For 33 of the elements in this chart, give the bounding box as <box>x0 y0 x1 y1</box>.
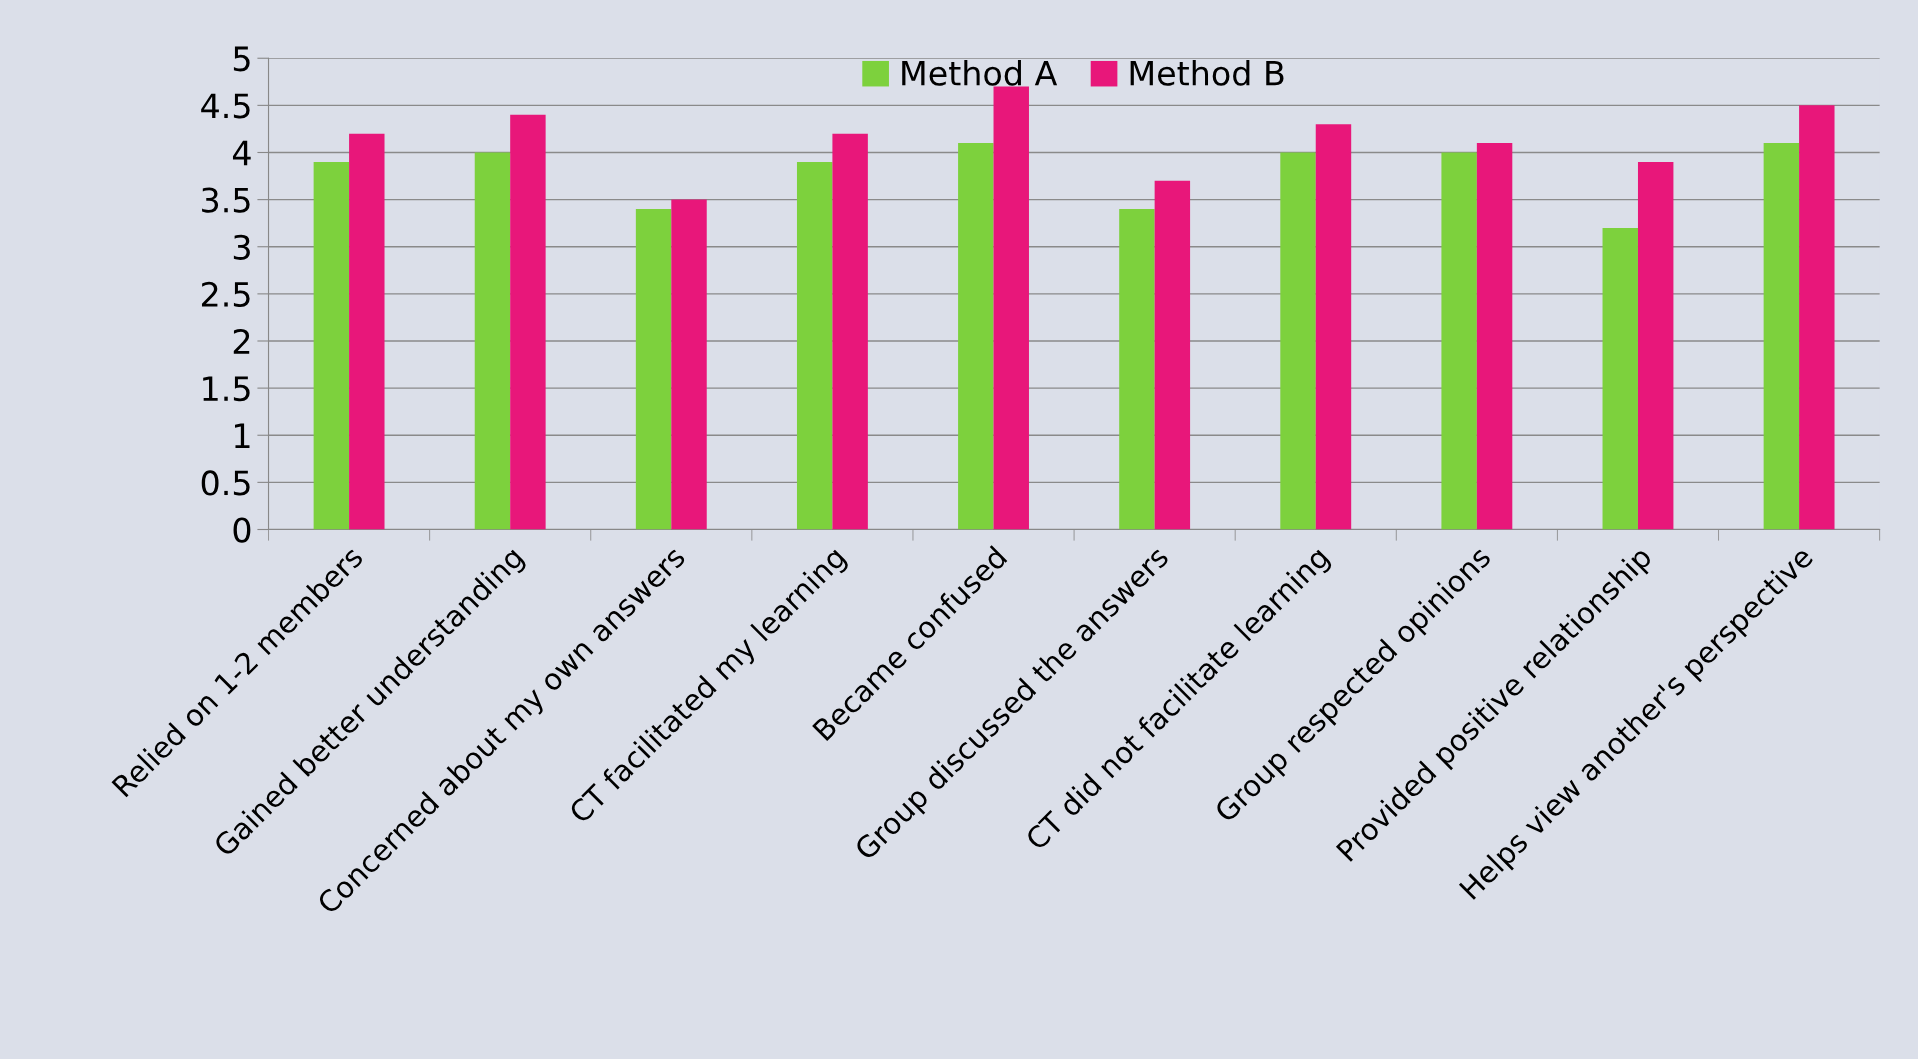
legend-label: Method B <box>1130 59 1284 86</box>
y-tick-label: 4 <box>232 140 251 166</box>
bar <box>671 199 707 530</box>
y-tick-label: 3 <box>233 234 250 260</box>
bar <box>510 114 546 530</box>
y-tick-label: 4.5 <box>201 93 250 119</box>
y-tick-label: 3.5 <box>202 187 250 213</box>
y-tick-label: 1.5 <box>203 376 250 402</box>
bar <box>1763 143 1800 530</box>
bar <box>1315 124 1352 530</box>
y-tick-label: 2.5 <box>201 281 250 308</box>
bar <box>1154 180 1191 530</box>
bar <box>1602 227 1638 530</box>
bar <box>958 143 994 530</box>
y-tick-label: 0.5 <box>201 470 250 496</box>
bar <box>1476 143 1513 530</box>
bar <box>313 161 350 530</box>
y-tick-label: 2 <box>233 328 250 354</box>
bar <box>474 152 511 530</box>
bar <box>832 133 868 530</box>
legend-label: Method A <box>902 59 1058 86</box>
y-tick-label: 1 <box>235 423 250 448</box>
bar <box>993 86 1029 530</box>
y-tick-label: 5 <box>233 46 250 72</box>
bar <box>635 209 672 530</box>
bar <box>1441 152 1477 530</box>
bar <box>1637 161 1674 530</box>
bar <box>1119 209 1155 530</box>
bar <box>349 133 385 530</box>
bar <box>796 161 833 530</box>
bar <box>1280 152 1316 530</box>
y-tick-label: 0 <box>233 517 251 543</box>
bar <box>1799 105 1835 530</box>
